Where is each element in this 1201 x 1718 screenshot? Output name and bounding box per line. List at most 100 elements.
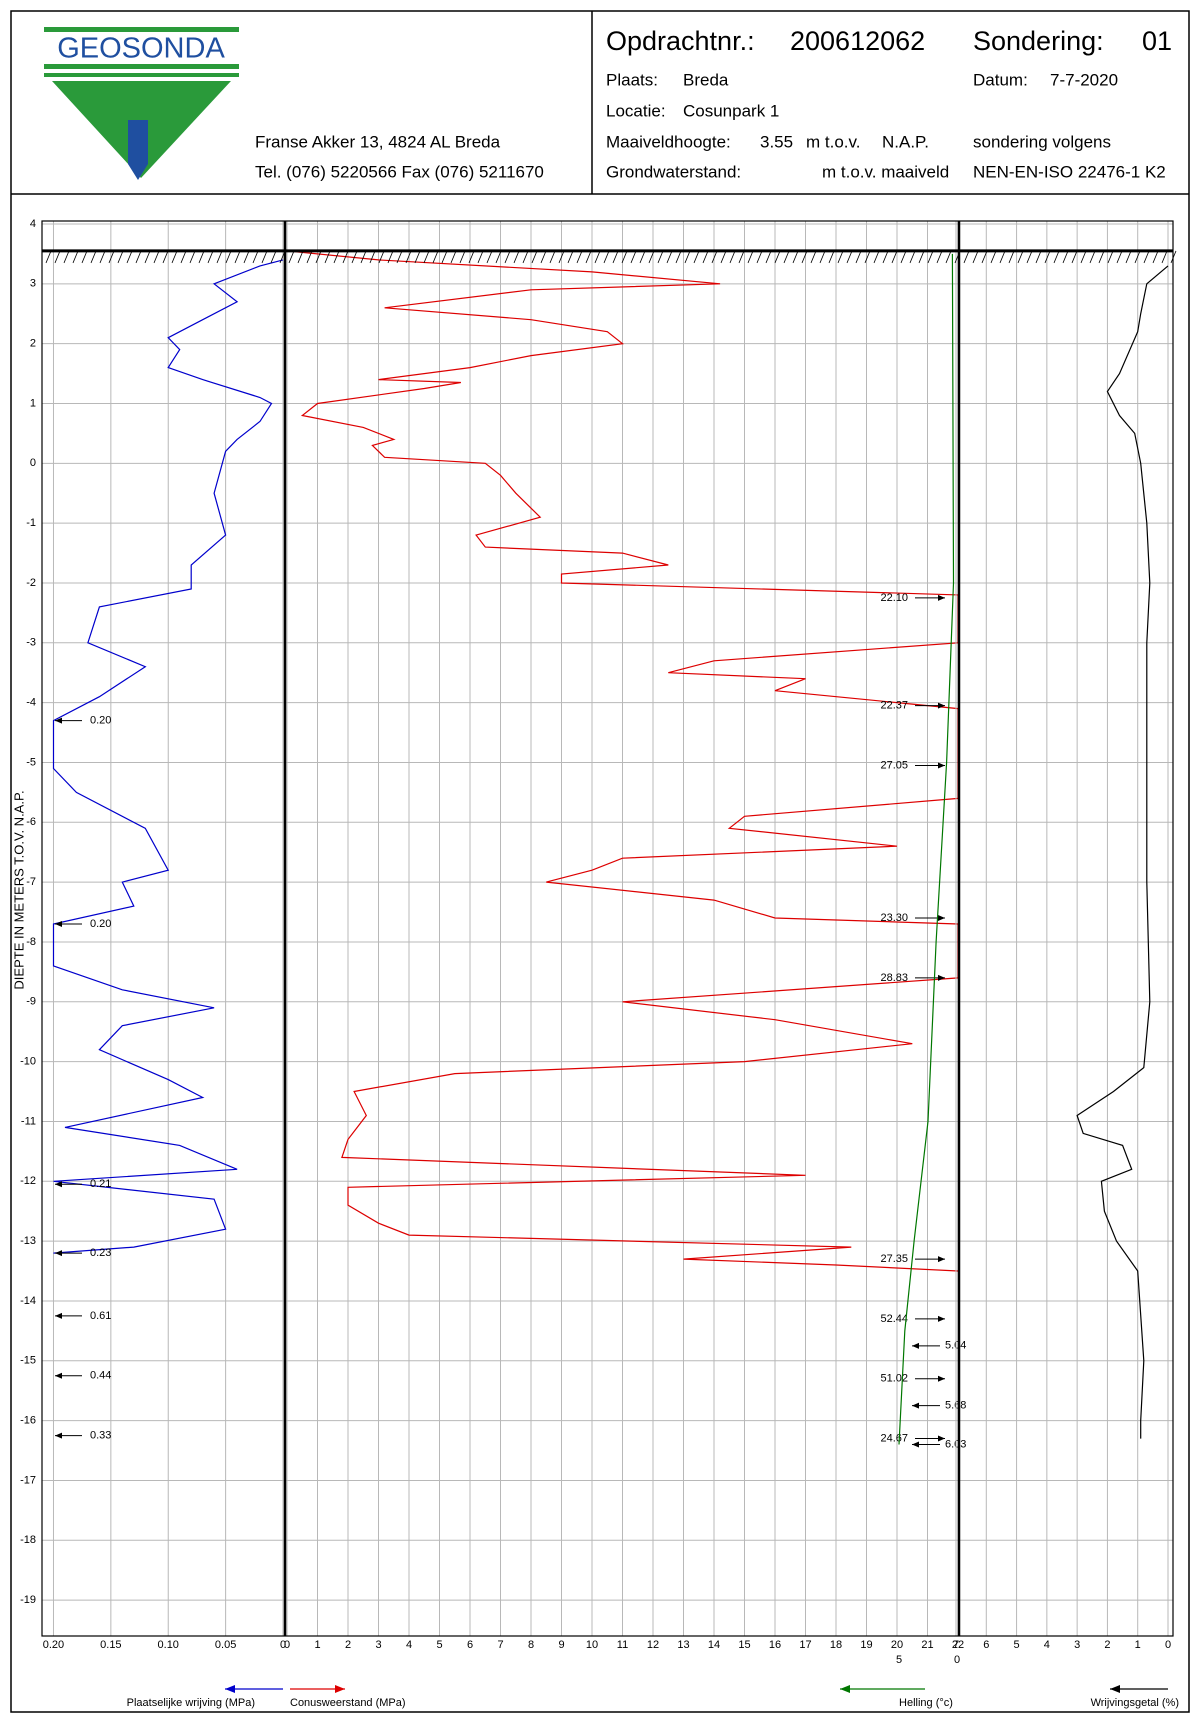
logo-bar [44, 73, 239, 77]
height-ref: N.A.P. [882, 132, 929, 151]
y-tick-label: 1 [30, 397, 36, 409]
place-label: Plaats: [606, 70, 658, 89]
norm-label: sondering volgens [973, 132, 1111, 151]
axis-title: Wrijvingsgetal (%) [1091, 1697, 1179, 1709]
x-tick-label: 2 [345, 1639, 351, 1651]
arrow-head [55, 1181, 62, 1188]
legend-arrow-head [1110, 1685, 1120, 1693]
plot-frame [41, 220, 1174, 1637]
arrow-head [938, 762, 945, 769]
x-tick-label: 15 [738, 1639, 750, 1651]
arrow-head [938, 1435, 945, 1442]
x-tick-label: 1 [314, 1639, 320, 1651]
annotation: 0.20 [90, 918, 111, 930]
logo-probe [128, 120, 148, 180]
x-tick-label: 17 [799, 1639, 811, 1651]
norm: NEN-EN-ISO 22476-1 K2 [973, 162, 1166, 181]
x-tick-label: 6 [467, 1639, 473, 1651]
x-tick-label: 0 [280, 1639, 286, 1651]
x-tick-label: 10 [586, 1639, 598, 1651]
y-tick-label: 0 [30, 457, 36, 469]
arrow-head [938, 1375, 945, 1382]
axis-title: Plaatselijke wrijving (MPa) [127, 1697, 255, 1709]
y-tick-label: -11 [21, 1115, 36, 1127]
x-tick-label: 0 [954, 1654, 960, 1666]
annotation: 51.02 [880, 1373, 908, 1385]
annotation: 0.33 [90, 1429, 111, 1441]
x-tick-label: 0.20 [43, 1639, 64, 1651]
x-tick-label: 7 [953, 1639, 959, 1651]
x-tick-label: 13 [677, 1639, 689, 1651]
y-tick-label: -14 [20, 1295, 36, 1307]
x-tick-label: 18 [830, 1639, 842, 1651]
log-curve [898, 253, 955, 1445]
annotation: 24.67 [880, 1432, 908, 1444]
groundwater-unit: m t.o.v. maaiveld [822, 162, 949, 181]
arrow-head [912, 1342, 919, 1349]
x-tick-label: 5 [896, 1654, 902, 1666]
y-tick-label: 4 [30, 218, 36, 230]
x-tick-label: 9 [558, 1639, 564, 1651]
y-tick-label: 2 [30, 338, 36, 350]
arrow-head [938, 915, 945, 922]
date-label: Datum: [973, 70, 1028, 89]
annotation: 52.44 [880, 1313, 908, 1325]
logo: GEOSONDA [44, 27, 239, 180]
x-tick-label: 5 [1014, 1639, 1020, 1651]
annotation: 28.83 [880, 972, 908, 984]
x-tick-label: 21 [921, 1639, 933, 1651]
x-tick-label: 0.15 [100, 1639, 121, 1651]
annotation: 0.21 [90, 1178, 111, 1190]
y-tick-label: -10 [20, 1056, 36, 1068]
y-tick-label: -9 [26, 996, 36, 1008]
x-tick-label: 0.10 [158, 1639, 179, 1651]
location-label: Locatie: [606, 101, 666, 120]
axis-title: Helling (°c) [899, 1697, 953, 1709]
height-label: Maaiveldhoogte: [606, 132, 731, 151]
y-tick-label: -13 [20, 1235, 36, 1247]
height: 3.55 [760, 132, 793, 151]
x-tick-label: 14 [708, 1639, 720, 1651]
y-tick-label: -6 [26, 816, 36, 828]
legend-arrow-head [335, 1685, 345, 1693]
arrow-head [938, 702, 945, 709]
x-tick-label: 4 [406, 1639, 412, 1651]
x-tick-label: 8 [528, 1639, 534, 1651]
depth-axis-label: DIEPTE IN METERS T.O.V. N.A.P. [11, 790, 26, 989]
x-tick-label: 0.05 [215, 1639, 236, 1651]
y-tick-label: -8 [26, 936, 36, 948]
log-curve [286, 250, 959, 1272]
page-border [10, 10, 1190, 1713]
x-tick-label: 0 [1165, 1639, 1171, 1651]
annotation: 23.30 [880, 912, 908, 924]
place: Breda [683, 70, 729, 89]
arrow-head [938, 1256, 945, 1263]
annotation: 0.23 [90, 1247, 111, 1259]
x-tick-label: 2 [1104, 1639, 1110, 1651]
legend-arrow-head [840, 1685, 850, 1693]
address: Franse Akker 13, 4824 AL Breda [255, 132, 501, 151]
annotation: 22.37 [880, 700, 908, 712]
arrow-head [55, 1250, 62, 1257]
height-unit: m t.o.v. [806, 132, 860, 151]
arrow-head [55, 717, 62, 724]
y-tick-label: -3 [26, 637, 36, 649]
plot: 43210-1-2-3-4-5-6-7-8-9-10-11-12-13-14-1… [20, 218, 1179, 1709]
arrow-head [55, 1432, 62, 1439]
log-curve [1076, 265, 1169, 1439]
legend-arrow-head [225, 1685, 235, 1693]
x-tick-label: 4 [1044, 1639, 1050, 1651]
arrow-head [938, 1315, 945, 1322]
annotation: 27.35 [880, 1253, 908, 1265]
x-tick-label: 16 [769, 1639, 781, 1651]
x-tick-label: 5 [436, 1639, 442, 1651]
x-tick-label: 1 [1135, 1639, 1141, 1651]
x-tick-label: 3 [375, 1639, 381, 1651]
y-tick-label: -5 [26, 756, 36, 768]
arrow-head [912, 1441, 919, 1448]
annotation: 0.61 [90, 1310, 111, 1322]
x-tick-label: 0 [284, 1639, 290, 1651]
y-tick-label: 3 [30, 278, 36, 290]
ground-hatch [45, 250, 1177, 264]
